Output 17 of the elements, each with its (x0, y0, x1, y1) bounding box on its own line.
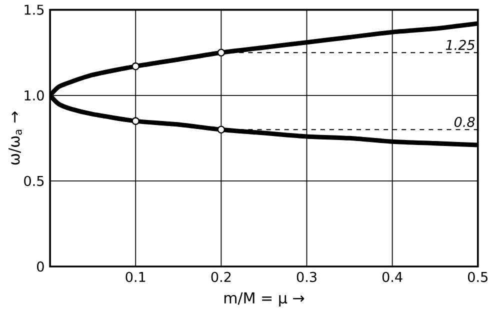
x-axis-title: m/M = μ → (224, 292, 304, 307)
point (132, 62, 140, 70)
point (132, 117, 140, 126)
x-tick-label: 0.3 (296, 272, 316, 282)
y-tick-label: 0.5 (24, 176, 44, 186)
y-tick-label: 1.5 (24, 4, 44, 15)
annotation: 1.25 (446, 40, 475, 50)
x-tick-label: 0.2 (211, 272, 231, 282)
annotation: 0.8 (454, 116, 475, 128)
point (217, 126, 226, 134)
point (217, 48, 226, 57)
x-tick-label: 0.4 (382, 272, 402, 282)
y-axis-title: ω/ω$_{a}$ → (8, 112, 22, 165)
x-tick-label: 0.5 (468, 272, 488, 282)
y-tick-label: 0 (37, 262, 44, 272)
y-tick-label: 1.0 (24, 90, 44, 101)
x-tick-label: 0.1 (126, 272, 146, 282)
